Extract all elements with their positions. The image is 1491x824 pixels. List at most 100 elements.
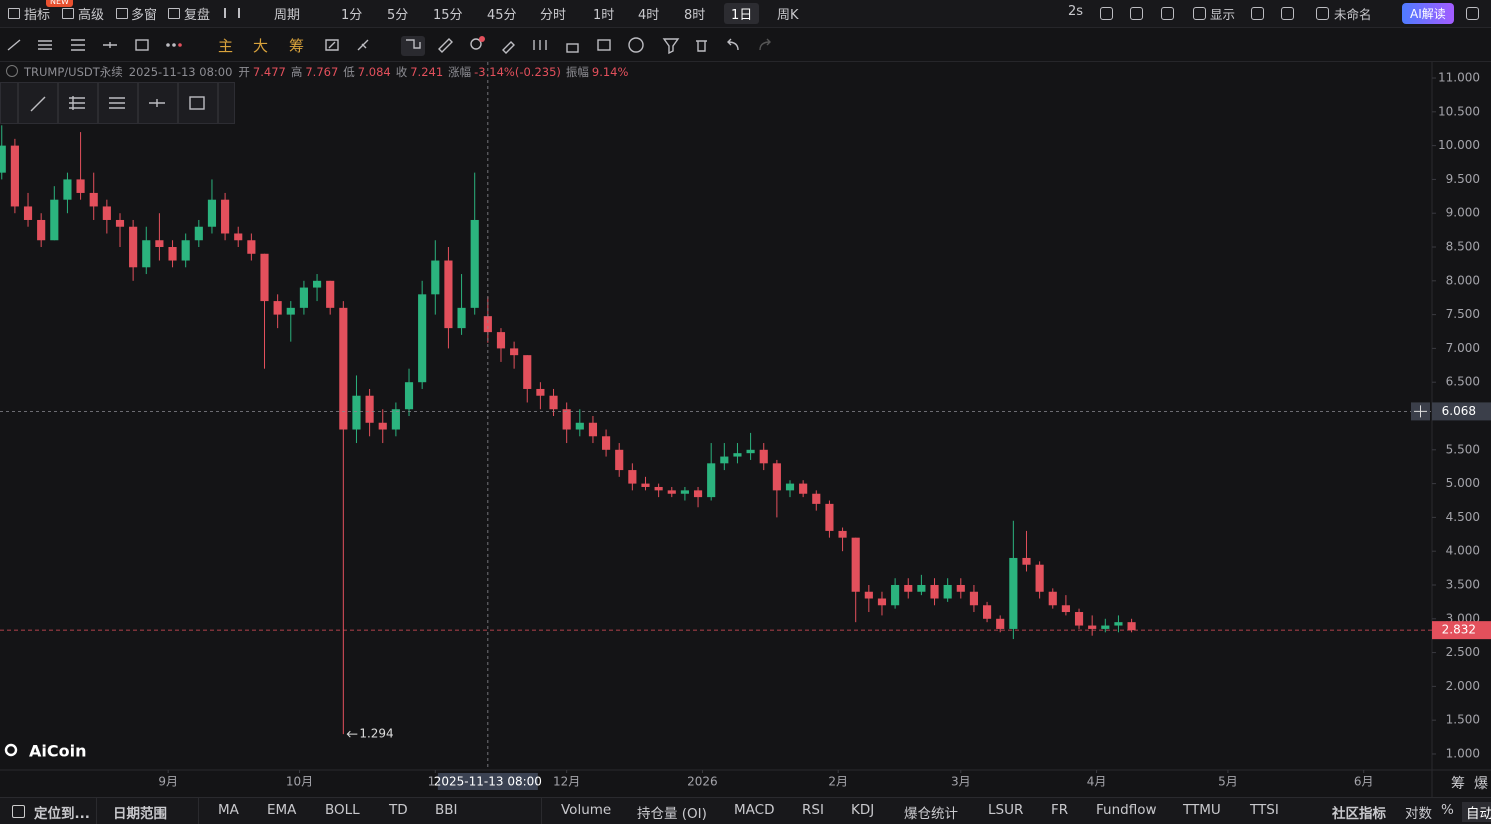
period-dropdown[interactable]: 周期: [274, 8, 301, 23]
locate-button[interactable]: 定位到...: [34, 806, 90, 822]
interval-button[interactable]: 15分: [433, 8, 463, 23]
redo-icon[interactable]: [759, 38, 771, 51]
interval-button[interactable]: 45分: [487, 8, 517, 23]
scale-option[interactable]: %: [1441, 802, 1454, 818]
interval-button[interactable]: 1分: [341, 8, 363, 23]
interval-button[interactable]: 4时: [638, 8, 660, 23]
parallel-icon[interactable]: [38, 40, 52, 50]
sub-indicator-button[interactable]: FR: [1051, 802, 1069, 818]
ohlc-label: 收: [395, 65, 408, 79]
indicator-button[interactable]: BOLL: [325, 802, 360, 818]
zoom-icon[interactable]: [470, 38, 482, 50]
candle-body: [352, 395, 361, 430]
sub-indicator-button[interactable]: 爆仓统计: [904, 806, 958, 822]
toolbar-icon[interactable]: [1316, 7, 1329, 20]
tool-row: 主大筹: [0, 28, 1491, 62]
candle-body: [969, 591, 979, 606]
menu-item[interactable]: 高级: [78, 8, 105, 23]
sub-indicator-button[interactable]: Fundflow: [1096, 802, 1157, 818]
menu-item[interactable]: 指标: [24, 8, 51, 23]
candle-body: [956, 584, 965, 592]
indicator-button[interactable]: MA: [218, 802, 239, 818]
toolbar-icon[interactable]: [1466, 7, 1479, 20]
magnet-icon[interactable]: [628, 37, 644, 53]
toolbar-icon[interactable]: [1251, 7, 1264, 20]
ai-button[interactable]: AI解读: [1402, 3, 1454, 24]
community-indicators[interactable]: 社区指标: [1332, 806, 1386, 822]
interval-button[interactable]: 8时: [684, 8, 706, 23]
price-axis-bg: [1432, 62, 1491, 797]
indicator-button[interactable]: EMA: [267, 802, 297, 818]
sub-indicator-button[interactable]: KDJ: [851, 802, 875, 818]
sub-indicator-button[interactable]: MACD: [734, 802, 775, 818]
toolbar-icon[interactable]: [1100, 7, 1113, 20]
candle-body: [588, 422, 598, 437]
hline-icon[interactable]: [103, 42, 117, 48]
toolbar-icon[interactable]: [1193, 7, 1206, 20]
date-range-dropdown[interactable]: 日期范围: [113, 806, 167, 822]
main-chart-toggle[interactable]: 大: [253, 37, 269, 55]
sub-indicator-button[interactable]: TTSI: [1250, 802, 1279, 818]
candle-body: [851, 537, 860, 592]
fib-icon[interactable]: [71, 39, 85, 51]
indicator-button[interactable]: BBI: [435, 802, 458, 818]
toolbar-icon[interactable]: [1281, 7, 1294, 20]
trend-line-icon[interactable]: [7, 39, 21, 51]
main-chart-toggle[interactable]: 筹: [289, 37, 305, 55]
toolbar-item[interactable]: 未命名: [1334, 7, 1372, 22]
candle-body: [1009, 557, 1018, 629]
y-tick-label: 2.500: [1446, 645, 1480, 659]
tool-icon[interactable]: [406, 39, 421, 49]
draw-icon[interactable]: [109, 97, 125, 109]
candle-body: [1088, 625, 1097, 629]
y-tick-label: 6.500: [1446, 375, 1480, 389]
scale-option[interactable]: 自动: [1462, 802, 1491, 822]
tool-icon[interactable]: [597, 39, 611, 51]
candle-body: [799, 483, 808, 494]
candle-body: [996, 618, 1005, 629]
candle-body: [207, 199, 217, 227]
menu-item[interactable]: 复盘: [184, 8, 211, 23]
sub-indicator-button[interactable]: RSI: [802, 802, 824, 818]
locate-icon[interactable]: [12, 805, 25, 818]
candle-body: [470, 219, 479, 308]
sub-indicator-button[interactable]: 持仓量 (OI): [637, 806, 707, 822]
draw-icon[interactable]: [30, 96, 46, 112]
interval-button[interactable]: 周K: [777, 8, 799, 23]
candle-body: [562, 409, 571, 430]
scale-option[interactable]: 对数: [1405, 806, 1432, 822]
candle-body: [129, 226, 138, 268]
tool-icon[interactable]: [357, 39, 369, 51]
toolbar-icon[interactable]: [1161, 7, 1174, 20]
sub-indicator-button[interactable]: Volume: [561, 802, 612, 818]
sub-indicator-button[interactable]: LSUR: [988, 802, 1024, 818]
candle-body: [930, 584, 939, 599]
brush-icon[interactable]: [502, 41, 515, 54]
interval-button[interactable]: 1日: [724, 3, 760, 24]
top-bar: NEW 指标 高级 多窗 复盘 周期 1分 5分 15分 45分 分时 1时 4时 8时 1日 周K 2s 显示 未…: [0, 0, 1491, 28]
toolbar-item[interactable]: 显示: [1210, 7, 1236, 22]
x-tick-label: 2026: [687, 775, 718, 789]
draw-icon[interactable]: [149, 99, 165, 107]
filter-icon[interactable]: [662, 38, 680, 55]
main-chart-toggle[interactable]: 主: [218, 37, 234, 55]
toolbar-icon[interactable]: [1130, 7, 1143, 20]
delete-icon[interactable]: [696, 40, 707, 52]
indicator-button[interactable]: TD: [389, 802, 408, 818]
lock-icon[interactable]: [566, 43, 579, 53]
menu-item[interactable]: 多窗: [131, 8, 158, 23]
tool-icon[interactable]: [533, 40, 547, 50]
sub-indicator-button[interactable]: TTMU: [1183, 802, 1221, 818]
interval-button[interactable]: 分时: [540, 8, 567, 23]
tool-icon[interactable]: [325, 39, 339, 51]
toolbar-item[interactable]: 2s: [1068, 4, 1084, 19]
interval-button[interactable]: 5分: [387, 8, 409, 23]
draw-icon[interactable]: [189, 96, 205, 110]
interval-button[interactable]: 1时: [593, 8, 615, 23]
candle-body: [523, 355, 532, 389]
ruler-icon[interactable]: [438, 38, 453, 53]
rect-icon[interactable]: [135, 39, 149, 51]
undo-icon[interactable]: [727, 38, 739, 51]
draw-icon[interactable]: [69, 96, 85, 110]
